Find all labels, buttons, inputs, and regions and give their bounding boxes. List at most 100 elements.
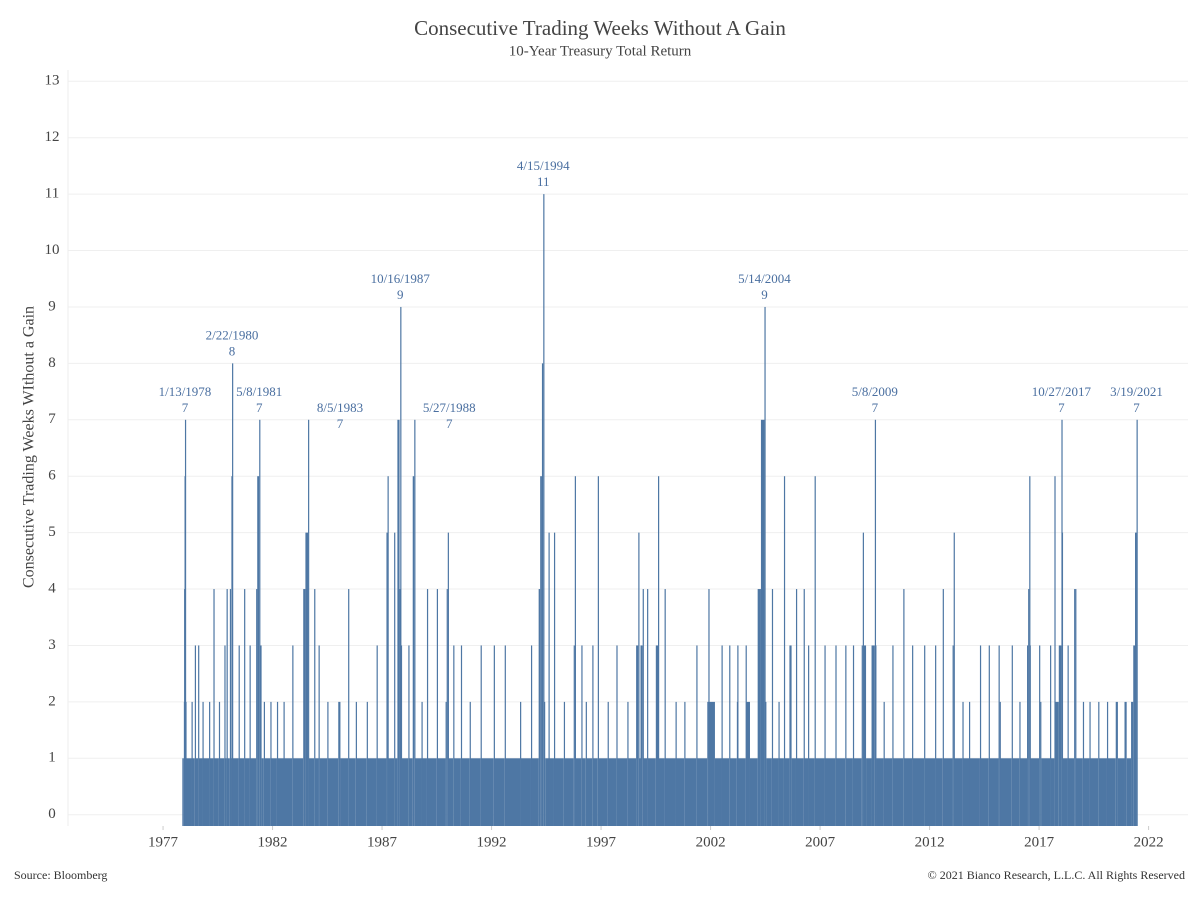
bar	[314, 589, 316, 826]
annotation-date: 5/8/2009	[852, 384, 898, 399]
bar	[597, 476, 599, 826]
bar	[461, 758, 470, 826]
bar	[636, 645, 639, 826]
annotation-value: 7	[1058, 400, 1065, 415]
bar	[575, 758, 582, 826]
bar	[1027, 645, 1029, 826]
bar	[721, 645, 723, 826]
y-tick-label: 11	[45, 186, 59, 202]
bar	[871, 645, 875, 826]
bar	[714, 758, 722, 826]
bar	[952, 645, 954, 826]
bar	[598, 758, 608, 826]
bar	[263, 701, 265, 826]
bar	[238, 645, 240, 826]
y-tick-label: 12	[45, 129, 60, 145]
bar	[209, 758, 214, 826]
bar	[980, 758, 989, 826]
bar	[239, 758, 245, 826]
annotation-value: 7	[1133, 400, 1140, 415]
bar	[1067, 758, 1075, 826]
bar	[675, 758, 685, 826]
annotation-value: 11	[537, 174, 550, 189]
bar	[244, 589, 246, 826]
bar	[665, 758, 676, 826]
bar	[1028, 589, 1030, 826]
bar	[1050, 758, 1055, 826]
bar	[581, 758, 586, 826]
bar	[264, 758, 271, 826]
bar	[400, 645, 403, 826]
bar	[969, 758, 980, 826]
bar	[592, 758, 598, 826]
bar	[553, 532, 556, 826]
bar	[953, 532, 955, 826]
bar	[1011, 645, 1013, 826]
bar	[191, 758, 195, 826]
bar	[256, 589, 258, 826]
bar	[194, 645, 197, 826]
bar	[400, 306, 402, 827]
bar	[1136, 419, 1138, 826]
bar	[988, 645, 990, 826]
bar	[892, 645, 894, 826]
bar	[376, 645, 378, 826]
bar	[757, 589, 761, 826]
bar	[446, 589, 448, 826]
bar	[1107, 758, 1116, 826]
bar	[764, 701, 767, 826]
bar	[845, 758, 853, 826]
bar	[866, 758, 872, 826]
annotation-date: 10/16/1987	[371, 271, 431, 286]
bar	[835, 758, 846, 826]
bar	[447, 532, 449, 826]
bar	[791, 758, 796, 826]
bar	[414, 419, 416, 826]
bar	[696, 758, 708, 826]
bar	[861, 645, 863, 826]
bar	[292, 645, 294, 826]
bar	[427, 758, 437, 826]
bar	[277, 758, 284, 826]
annotation-date: 5/14/2004	[738, 271, 791, 286]
bar	[1039, 645, 1041, 826]
bar	[760, 419, 765, 826]
bar	[737, 758, 746, 826]
annotation-date: 5/8/1981	[236, 384, 282, 399]
bar	[437, 758, 446, 826]
bar	[808, 758, 815, 826]
annotation-value: 9	[397, 287, 404, 302]
bar	[540, 476, 542, 826]
bar	[884, 758, 893, 826]
x-tick-label: 1987	[367, 834, 398, 850]
bar	[1126, 758, 1132, 826]
bar	[784, 758, 790, 826]
bar	[408, 645, 410, 826]
annotation-date: 4/15/1994	[517, 158, 570, 173]
bar	[592, 645, 594, 826]
x-tick-label: 1977	[148, 834, 179, 850]
bar	[226, 589, 228, 826]
bar	[876, 758, 884, 826]
bar	[1067, 645, 1069, 826]
bar	[259, 419, 261, 826]
bar	[232, 363, 234, 826]
bar	[1117, 758, 1125, 826]
bar	[808, 645, 810, 826]
y-tick-label: 9	[48, 298, 56, 314]
bar	[261, 758, 264, 826]
bar	[573, 645, 575, 826]
bar	[292, 758, 304, 826]
bar	[257, 476, 260, 826]
bar	[608, 758, 617, 826]
bar	[244, 758, 250, 826]
bar	[219, 758, 225, 826]
bar	[998, 645, 1000, 826]
annotation-value: 7	[337, 416, 344, 431]
annotation-value: 7	[446, 416, 453, 431]
bar	[198, 758, 203, 826]
bar	[581, 645, 583, 826]
bar	[554, 758, 564, 826]
bar	[397, 419, 400, 826]
